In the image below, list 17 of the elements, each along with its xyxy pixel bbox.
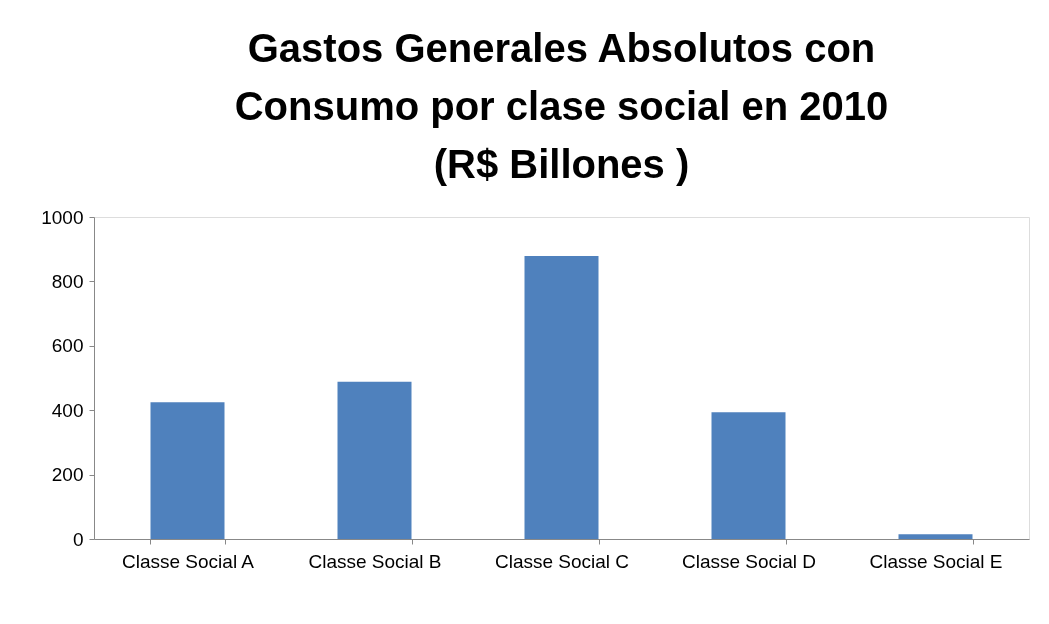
y-tick-label: 0 bbox=[72, 528, 84, 550]
y-tick-label: 200 bbox=[51, 464, 84, 486]
x-tick-label: Classe Social B bbox=[308, 550, 442, 572]
bar bbox=[524, 255, 599, 539]
y-tick-label: 800 bbox=[51, 270, 84, 292]
y-tick-label: 600 bbox=[51, 335, 84, 357]
bar bbox=[711, 412, 786, 539]
bar bbox=[337, 381, 412, 539]
bar bbox=[898, 534, 973, 539]
chart-title: Gastos Generales Absolutos con Consumo por clase social en 2010 (R$ Billones ) bbox=[234, 26, 889, 186]
x-tick-label: Classe Social D bbox=[681, 550, 817, 572]
x-tick-label: Classe Social A bbox=[121, 550, 255, 572]
y-tick-label: 1000 bbox=[41, 206, 84, 228]
x-tick-label: Classe Social C bbox=[494, 550, 630, 572]
y-tick-label: 400 bbox=[51, 399, 84, 421]
bar bbox=[150, 402, 225, 539]
x-tick-label: Classe Social E bbox=[869, 550, 1003, 572]
